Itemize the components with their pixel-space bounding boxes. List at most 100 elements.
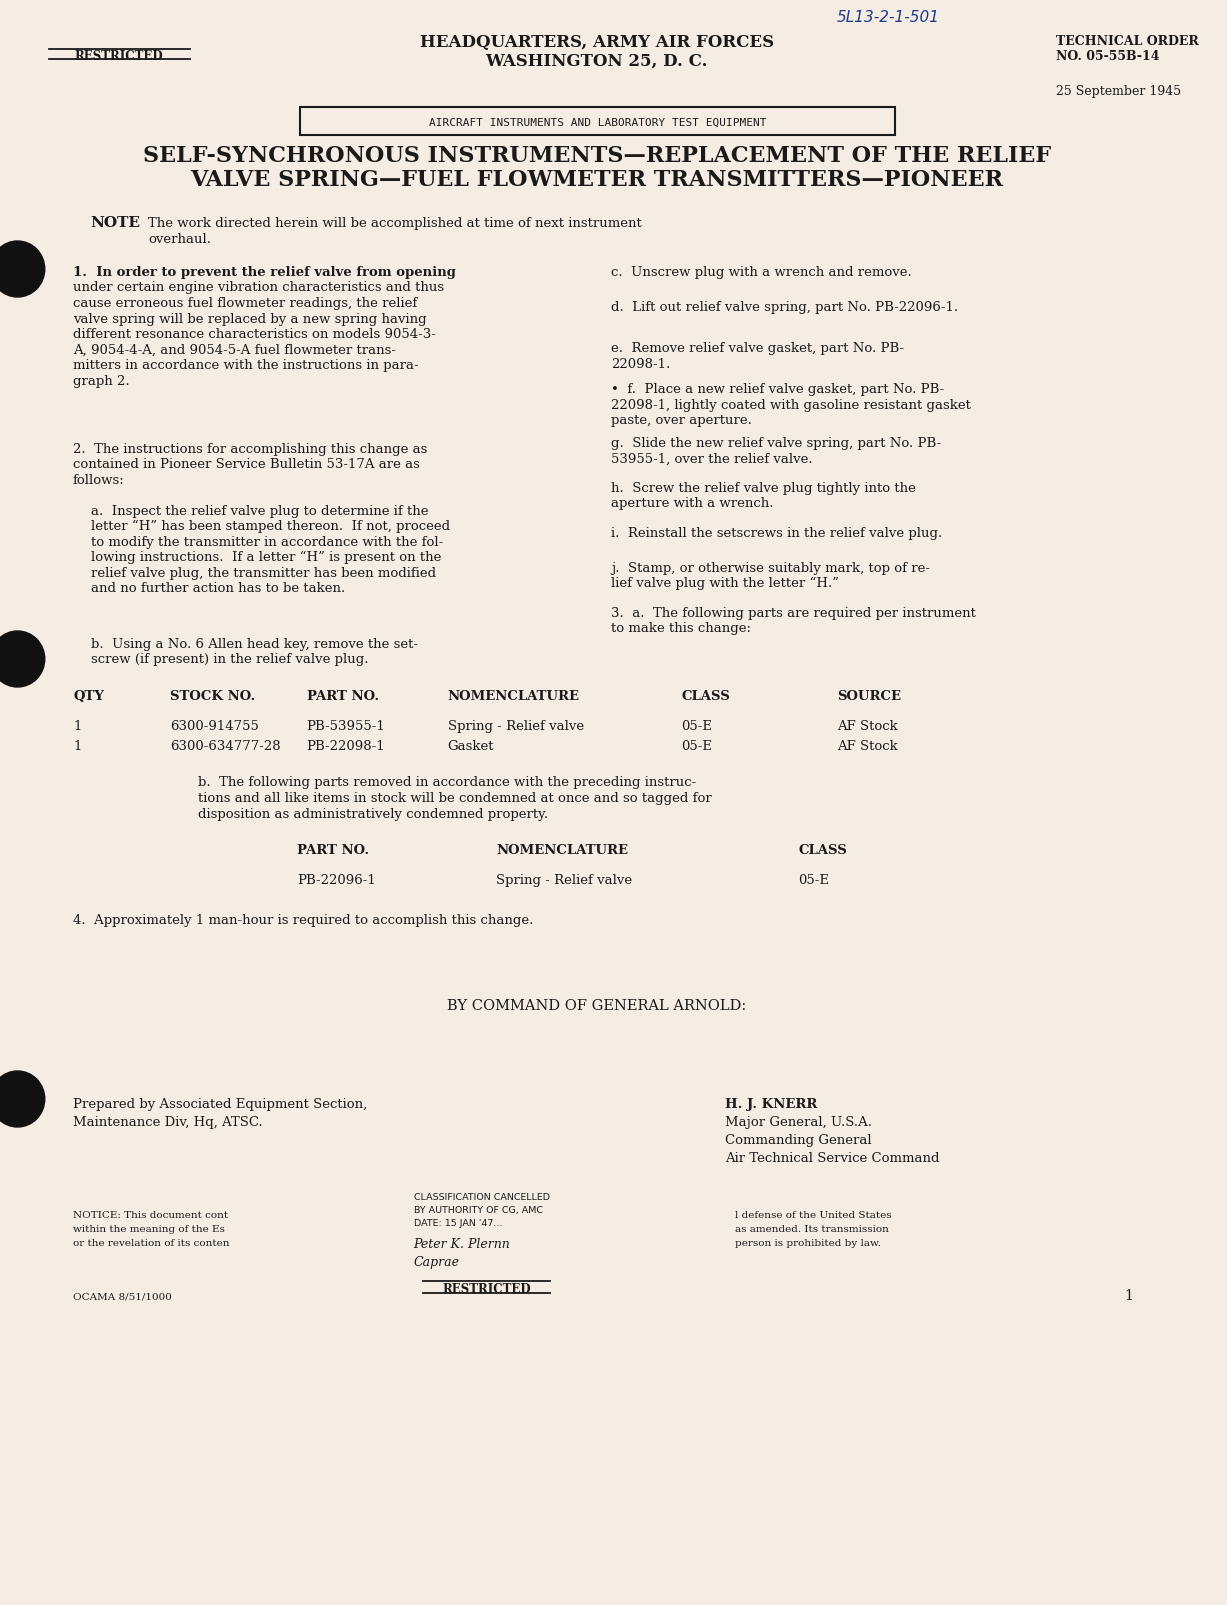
Text: d.  Lift out relief valve spring, part No. PB-22096-1.: d. Lift out relief valve spring, part No… [611, 300, 958, 315]
Text: mitters in accordance with the instructions in para-: mitters in accordance with the instructi… [72, 360, 418, 372]
Text: 05-E: 05-E [681, 740, 713, 753]
Text: 1: 1 [1125, 1289, 1134, 1302]
Text: c.  Unscrew plug with a wrench and remove.: c. Unscrew plug with a wrench and remove… [611, 266, 912, 279]
Text: Peter K. Plernn: Peter K. Plernn [413, 1237, 510, 1250]
Text: CLASS: CLASS [798, 844, 847, 857]
Text: Air Technical Service Command: Air Technical Service Command [725, 1151, 940, 1164]
Text: NOTICE: This document cont: NOTICE: This document cont [72, 1210, 228, 1220]
Text: relief valve plug, the transmitter has been modified: relief valve plug, the transmitter has b… [91, 567, 436, 579]
Text: disposition as administratively condemned property.: disposition as administratively condemne… [198, 807, 547, 820]
Text: AF Stock: AF Stock [837, 719, 898, 732]
Text: Prepared by Associated Equipment Section,: Prepared by Associated Equipment Section… [72, 1098, 367, 1111]
Text: Spring - Relief valve: Spring - Relief valve [497, 873, 633, 886]
Text: PB-22096-1: PB-22096-1 [297, 873, 375, 886]
Text: NOTE: NOTE [91, 215, 141, 230]
Text: PB-22098-1: PB-22098-1 [307, 740, 385, 753]
Text: NO. 05-55B-14: NO. 05-55B-14 [1056, 50, 1160, 63]
Text: to modify the transmitter in accordance with the fol-: to modify the transmitter in accordance … [91, 536, 443, 549]
Text: lowing instructions.  If a letter “H” is present on the: lowing instructions. If a letter “H” is … [91, 551, 440, 563]
Text: NOMENCLATURE: NOMENCLATURE [497, 844, 628, 857]
Text: SELF-SYNCHRONOUS INSTRUMENTS—REPLACEMENT OF THE RELIEF: SELF-SYNCHRONOUS INSTRUMENTS—REPLACEMENT… [142, 144, 1050, 167]
Text: person is prohibited by law.: person is prohibited by law. [735, 1237, 881, 1247]
Text: i.  Reinstall the setscrews in the relief valve plug.: i. Reinstall the setscrews in the relief… [611, 526, 942, 539]
Circle shape [0, 632, 44, 687]
Text: TECHNICAL ORDER: TECHNICAL ORDER [1056, 35, 1199, 48]
Text: tions and all like items in stock will be condemned at once and so tagged for: tions and all like items in stock will b… [198, 791, 712, 804]
Text: cause erroneous fuel flowmeter readings, the relief: cause erroneous fuel flowmeter readings,… [72, 297, 417, 310]
Text: STOCK NO.: STOCK NO. [171, 690, 255, 703]
Text: Major General, U.S.A.: Major General, U.S.A. [725, 1115, 872, 1128]
Text: NOMENCLATURE: NOMENCLATURE [448, 690, 579, 703]
Text: b.  Using a No. 6 Allen head key, remove the set-: b. Using a No. 6 Allen head key, remove … [91, 637, 417, 650]
Text: VALVE SPRING—FUEL FLOWMETER TRANSMITTERS—PIONEER: VALVE SPRING—FUEL FLOWMETER TRANSMITTERS… [190, 169, 1004, 191]
Circle shape [0, 1071, 44, 1127]
Text: QTY: QTY [72, 690, 104, 703]
Text: aperture with a wrench.: aperture with a wrench. [611, 498, 774, 510]
Text: 22098-1.: 22098-1. [611, 358, 670, 371]
Text: 3.  a.  The following parts are required per instrument: 3. a. The following parts are required p… [611, 607, 977, 620]
Text: H. J. KNERR: H. J. KNERR [725, 1098, 817, 1111]
Text: 05-E: 05-E [798, 873, 829, 886]
Text: PART NO.: PART NO. [297, 844, 369, 857]
Text: Commanding General: Commanding General [725, 1133, 871, 1146]
Text: g.  Slide the new relief valve spring, part No. PB-: g. Slide the new relief valve spring, pa… [611, 437, 941, 449]
Text: 1: 1 [72, 719, 81, 732]
Text: A, 9054-4-A, and 9054-5-A fuel flowmeter trans-: A, 9054-4-A, and 9054-5-A fuel flowmeter… [72, 343, 396, 356]
Text: 5L13-2-1-501: 5L13-2-1-501 [837, 10, 940, 26]
Text: Caprae: Caprae [413, 1255, 460, 1268]
Bar [299, 108, 896, 136]
Text: AIRCRAFT INSTRUMENTS AND LABORATORY TEST EQUIPMENT: AIRCRAFT INSTRUMENTS AND LABORATORY TEST… [429, 117, 767, 128]
Text: and no further action has to be taken.: and no further action has to be taken. [91, 583, 345, 595]
Text: 25 September 1945: 25 September 1945 [1056, 85, 1182, 98]
Text: Gasket: Gasket [448, 740, 494, 753]
Text: overhaul.: overhaul. [148, 233, 211, 246]
Text: letter “H” has been stamped thereon.  If not, proceed: letter “H” has been stamped thereon. If … [91, 520, 449, 533]
Text: SOURCE: SOURCE [837, 690, 901, 703]
Text: 6300-634777-28: 6300-634777-28 [171, 740, 281, 753]
Text: a.  Inspect the relief valve plug to determine if the: a. Inspect the relief valve plug to dete… [91, 504, 428, 518]
Text: to make this change:: to make this change: [611, 623, 751, 636]
Text: 1.  In order to prevent the relief valve from opening: 1. In order to prevent the relief valve … [72, 266, 456, 279]
Text: 2.  The instructions for accomplishing this change as: 2. The instructions for accomplishing th… [72, 443, 427, 456]
Text: The work directed herein will be accomplished at time of next instrument: The work directed herein will be accompl… [148, 217, 642, 230]
Text: 4.  Approximately 1 man-hour is required to accomplish this change.: 4. Approximately 1 man-hour is required … [72, 913, 534, 926]
Text: different resonance characteristics on models 9054-3-: different resonance characteristics on m… [72, 327, 436, 340]
Text: PB-53955-1: PB-53955-1 [307, 719, 385, 732]
Circle shape [0, 242, 44, 299]
Text: 1: 1 [72, 740, 81, 753]
Text: •  f.  Place a new relief valve gasket, part No. PB-: • f. Place a new relief valve gasket, pa… [611, 382, 945, 396]
Text: or the revelation of its conten: or the revelation of its conten [72, 1237, 229, 1247]
Text: HEADQUARTERS, ARMY AIR FORCES: HEADQUARTERS, ARMY AIR FORCES [420, 34, 774, 51]
Text: j.  Stamp, or otherwise suitably mark, top of re-: j. Stamp, or otherwise suitably mark, to… [611, 562, 930, 575]
Text: 53955-1, over the relief valve.: 53955-1, over the relief valve. [611, 453, 814, 465]
Text: b.  The following parts removed in accordance with the preceding instruc-: b. The following parts removed in accord… [198, 775, 696, 788]
Text: PART NO.: PART NO. [307, 690, 379, 703]
Text: Spring - Relief valve: Spring - Relief valve [448, 719, 584, 732]
Text: AF Stock: AF Stock [837, 740, 898, 753]
Text: within the meaning of the Es: within the meaning of the Es [72, 1225, 225, 1233]
Text: lief valve plug with the letter “H.”: lief valve plug with the letter “H.” [611, 576, 839, 591]
Text: follows:: follows: [72, 473, 125, 486]
Text: e.  Remove relief valve gasket, part No. PB-: e. Remove relief valve gasket, part No. … [611, 342, 904, 355]
Text: screw (if present) in the relief valve plug.: screw (if present) in the relief valve p… [91, 653, 368, 666]
Text: BY AUTHORITY OF CG, AMC: BY AUTHORITY OF CG, AMC [413, 1205, 542, 1215]
Text: BY COMMAND OF GENERAL ARNOLD:: BY COMMAND OF GENERAL ARNOLD: [447, 998, 746, 1013]
Text: 05-E: 05-E [681, 719, 713, 732]
Text: contained in Pioneer Service Bulletin 53-17A are as: contained in Pioneer Service Bulletin 53… [72, 457, 420, 472]
Text: RESTRICTED: RESTRICTED [443, 1282, 531, 1295]
Text: WASHINGTON 25, D. C.: WASHINGTON 25, D. C. [486, 53, 708, 71]
Text: RESTRICTED: RESTRICTED [75, 50, 163, 64]
Text: paste, over aperture.: paste, over aperture. [611, 414, 752, 427]
Text: l defense of the United States: l defense of the United States [735, 1210, 892, 1220]
Text: CLASS: CLASS [681, 690, 730, 703]
Text: 22098-1, lightly coated with gasoline resistant gasket: 22098-1, lightly coated with gasoline re… [611, 398, 971, 411]
Text: 6300-914755: 6300-914755 [171, 719, 259, 732]
Text: DATE: 15 JAN '47...: DATE: 15 JAN '47... [413, 1218, 502, 1228]
Text: under certain engine vibration characteristics and thus: under certain engine vibration character… [72, 281, 444, 294]
Text: OCAMA 8/51/1000: OCAMA 8/51/1000 [72, 1292, 172, 1302]
Text: graph 2.: graph 2. [72, 374, 130, 387]
Text: Maintenance Div, Hq, ATSC.: Maintenance Div, Hq, ATSC. [72, 1115, 263, 1128]
Text: h.  Screw the relief valve plug tightly into the: h. Screw the relief valve plug tightly i… [611, 482, 917, 494]
Text: CLASSIFICATION CANCELLED: CLASSIFICATION CANCELLED [413, 1193, 550, 1201]
Text: as amended. Its transmission: as amended. Its transmission [735, 1225, 888, 1233]
